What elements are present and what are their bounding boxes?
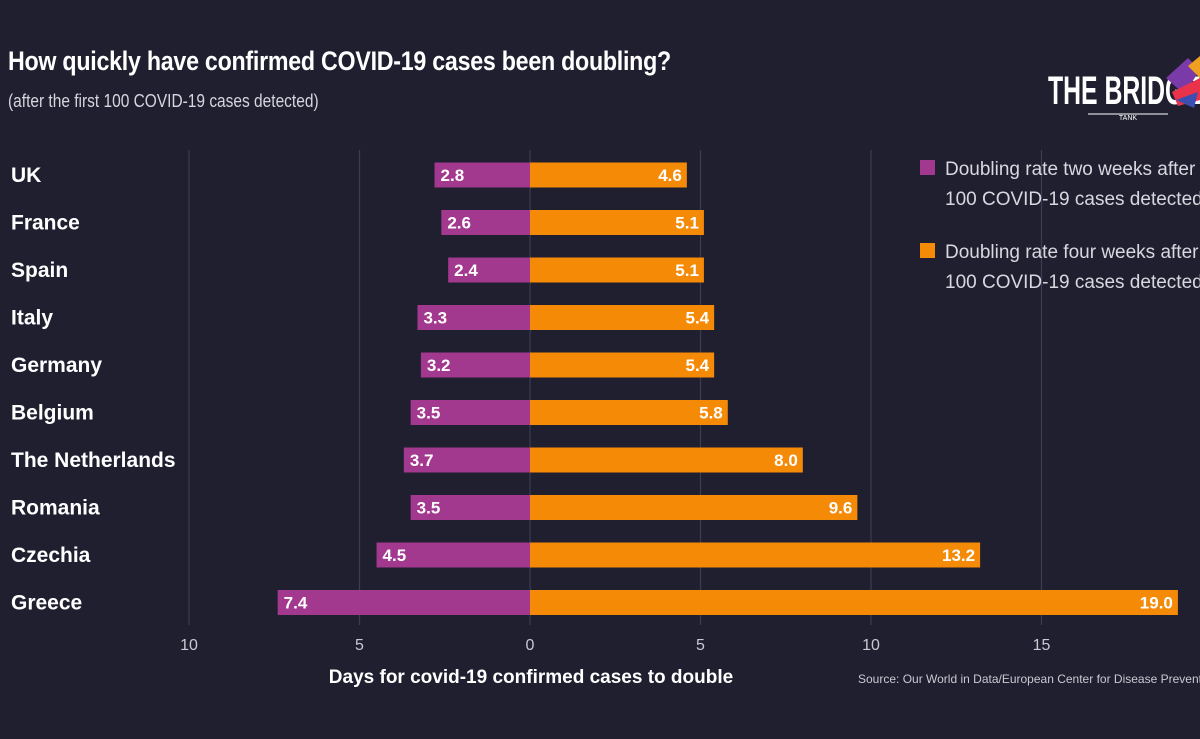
x-tick-labels: 10 5 0 5 10 15 (180, 637, 1050, 654)
value-label-four-weeks: 8.0 (774, 451, 798, 470)
legend-label: Doubling rate two weeks after first (945, 159, 1200, 180)
bar-four-weeks (530, 590, 1178, 615)
category-label: Czechia (11, 544, 91, 567)
bar-two-weeks (417, 305, 530, 330)
bar-two-weeks (441, 210, 530, 235)
bar-two-weeks (403, 447, 530, 473)
category-labels: UK France Spain Italy Germany Belgium The Neth… (11, 164, 176, 615)
legend: Doubling rate two weeks after first 100 C… (920, 159, 1200, 293)
legend-swatch (920, 243, 935, 258)
value-label-two-weeks: 2.6 (447, 214, 471, 233)
chart-subtitle: (after the first 100 COVID-19 cases dete… (8, 91, 319, 111)
bar-two-weeks (277, 590, 530, 615)
source-note: Source: Our World in Data/European Cente… (858, 672, 1200, 686)
value-label-two-weeks: 3.2 (427, 356, 451, 375)
x-tick-label: 10 (180, 637, 198, 654)
bar-four-weeks (530, 447, 803, 473)
x-tick-label: 5 (355, 637, 364, 654)
category-label: UK (11, 164, 41, 187)
value-label-two-weeks: 7.4 (284, 594, 308, 613)
bar-two-weeks (410, 400, 530, 425)
bridge-tank-logo: THE BRIDGE TANK (1048, 56, 1200, 122)
value-label-four-weeks: 13.2 (942, 546, 975, 565)
bars: 2.8 4.6 2.6 5.1 2.4 5.1 3.3 5.4 3.2 5.4 3.5 5.8 3.7 8… (277, 162, 1178, 615)
chart-title: How quickly have confirmed COVID-19 case… (8, 46, 671, 76)
value-label-two-weeks: 2.4 (454, 261, 478, 280)
bar-two-weeks (410, 495, 530, 520)
x-axis-title: Days for covid-19 confirmed cases to dou… (329, 667, 733, 688)
bar-four-weeks (530, 495, 858, 520)
bar-two-weeks (434, 162, 530, 188)
bar-four-weeks (530, 257, 704, 283)
bar-two-weeks (448, 257, 530, 283)
value-label-two-weeks: 2.8 (441, 166, 465, 185)
category-label: Italy (11, 307, 53, 330)
value-label-two-weeks: 3.3 (423, 309, 447, 328)
legend-swatch (920, 160, 935, 175)
logo-shard-orange (1188, 56, 1200, 78)
x-tick-label: 0 (526, 637, 535, 654)
x-tick-label: 10 (862, 637, 880, 654)
bar-four-weeks (530, 162, 687, 188)
category-label: Romania (11, 497, 100, 520)
bar-two-weeks (376, 542, 530, 568)
category-label: Germany (11, 354, 102, 377)
value-label-four-weeks: 5.8 (699, 404, 723, 423)
legend-label: Doubling rate four weeks after first (945, 242, 1200, 263)
logo-shard-blue (1176, 92, 1198, 108)
x-tick-label: 15 (1033, 637, 1051, 654)
value-label-two-weeks: 3.5 (417, 499, 441, 518)
value-label-four-weeks: 5.4 (685, 309, 709, 328)
bar-four-weeks (530, 400, 728, 425)
logo-subtext: TANK (1119, 115, 1137, 122)
category-label: Belgium (11, 402, 94, 425)
legend-label: 100 COVID-19 cases detected (945, 272, 1200, 293)
legend-label: 100 COVID-19 cases detected (945, 189, 1200, 210)
value-label-four-weeks: 5.1 (675, 214, 699, 233)
value-label-four-weeks: 4.6 (658, 166, 682, 185)
value-label-two-weeks: 3.7 (410, 451, 434, 470)
value-label-two-weeks: 4.5 (383, 546, 407, 565)
value-label-two-weeks: 3.5 (417, 404, 441, 423)
value-label-four-weeks: 9.6 (829, 499, 853, 518)
bar-two-weeks (420, 352, 530, 378)
x-tick-label: 5 (696, 637, 705, 654)
bar-four-weeks (530, 210, 704, 235)
category-label: Spain (11, 259, 68, 282)
value-label-four-weeks: 19.0 (1140, 594, 1173, 613)
bar-four-weeks (530, 305, 715, 330)
value-label-four-weeks: 5.4 (685, 356, 709, 375)
category-label: Greece (11, 592, 82, 615)
category-label: The Netherlands (11, 449, 176, 472)
bar-four-weeks (530, 352, 715, 378)
bar-four-weeks (530, 542, 981, 568)
category-label: France (11, 212, 80, 235)
value-label-four-weeks: 5.1 (675, 261, 699, 280)
